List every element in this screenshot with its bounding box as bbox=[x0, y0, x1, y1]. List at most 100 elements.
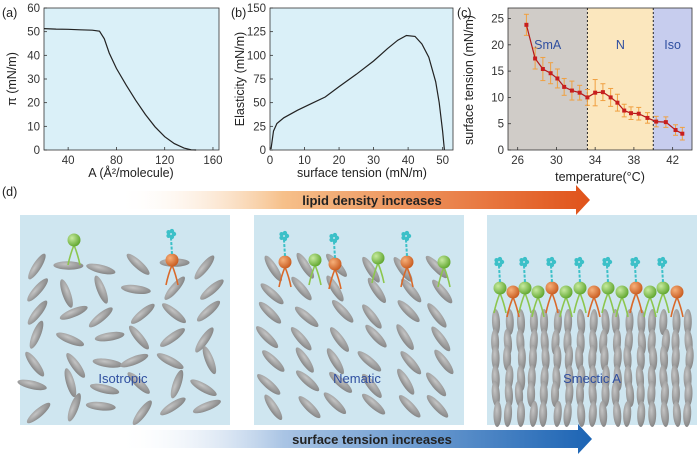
lipid-head bbox=[545, 281, 559, 295]
mesogen-ellipse bbox=[357, 351, 382, 372]
peg-chain bbox=[333, 241, 336, 259]
y-tick-label: 75 bbox=[253, 74, 266, 86]
lipid-tail bbox=[314, 264, 322, 286]
x-tick-label: 30 bbox=[367, 155, 380, 167]
mesogen-ellipse bbox=[431, 326, 451, 352]
peg-chain bbox=[170, 237, 173, 255]
cyan-group bbox=[169, 228, 175, 234]
x-tick-label: 38 bbox=[627, 155, 640, 167]
lipid-tail bbox=[67, 244, 75, 266]
lipid-tail bbox=[551, 292, 559, 314]
lipid-head bbox=[587, 285, 601, 299]
data-point bbox=[555, 76, 560, 81]
lipid-tail bbox=[493, 292, 501, 314]
mesogen-ellipse bbox=[553, 345, 562, 371]
cyan-group bbox=[282, 230, 288, 236]
cyan-group bbox=[660, 262, 666, 268]
cyan-group bbox=[602, 261, 607, 266]
data-point bbox=[540, 67, 545, 72]
lipid-tail bbox=[165, 264, 173, 286]
cyan-group bbox=[522, 262, 528, 268]
lipid-green bbox=[493, 256, 507, 314]
mesogen-ellipse bbox=[493, 401, 502, 427]
mesogen-ellipse bbox=[194, 255, 215, 280]
lipid-head bbox=[67, 233, 81, 247]
lipid-head bbox=[371, 251, 385, 265]
data-point bbox=[600, 90, 605, 95]
lipid-tail bbox=[670, 296, 678, 318]
mesogen-ellipse bbox=[27, 300, 48, 325]
mesogen-ellipse bbox=[190, 379, 217, 396]
mesogen-ellipse bbox=[53, 261, 84, 270]
y-tick-label: 100 bbox=[247, 50, 266, 62]
mesogen-ellipse bbox=[599, 401, 608, 427]
y-tick-label: 150 bbox=[247, 3, 266, 15]
mesogen-ellipse bbox=[648, 401, 657, 427]
lipid-tail bbox=[573, 292, 581, 314]
mesogen-ellipse bbox=[397, 368, 415, 395]
data-point bbox=[593, 90, 598, 95]
data-point bbox=[533, 56, 538, 61]
lipid-head bbox=[278, 255, 292, 269]
smectic-label: Smectic A bbox=[563, 371, 621, 386]
mesogen-ellipse bbox=[491, 381, 500, 407]
mesogen-ellipse bbox=[94, 275, 108, 304]
panel-c-x-ticks: 0 5 10 15 20 25 bbox=[491, 14, 511, 157]
mesogen-ellipse bbox=[362, 256, 380, 283]
lipid-head bbox=[559, 285, 573, 299]
cyan-group bbox=[546, 261, 551, 266]
lipid-tail bbox=[371, 262, 379, 284]
x-tick-label: 40 bbox=[62, 155, 75, 167]
mesogen-ellipse bbox=[432, 279, 453, 304]
lipid-tail bbox=[559, 296, 567, 318]
panel-a: (a) 40 80 120 160 0 10 20 30 40 50 60 A (Å²/molec… bbox=[2, 3, 223, 180]
mesogen-ellipse bbox=[130, 303, 155, 324]
nematic-mesogens bbox=[256, 252, 454, 421]
lipid-density-arrow-label: lipid density increases bbox=[302, 193, 441, 208]
mesogen-ellipse bbox=[160, 397, 186, 416]
mesogen-ellipse bbox=[625, 381, 635, 407]
panel-b-y-ticks: 0 10 20 30 40 50 bbox=[267, 147, 449, 167]
phase-label-sma: SmA bbox=[534, 38, 562, 52]
lipid-head bbox=[493, 281, 507, 295]
cyan-group bbox=[605, 262, 611, 268]
mesogen-ellipse bbox=[647, 381, 656, 407]
peg-chain bbox=[550, 265, 553, 283]
cyan-group bbox=[574, 258, 579, 263]
mesogen-ellipse bbox=[88, 307, 113, 328]
lipid-green bbox=[615, 285, 629, 318]
cyan-group bbox=[574, 261, 579, 266]
lipid-green bbox=[656, 256, 670, 314]
mesogen-ellipse bbox=[600, 345, 609, 371]
lipid-head bbox=[165, 253, 179, 267]
mesogen-ellipse bbox=[671, 381, 680, 407]
lipid-green bbox=[531, 285, 545, 318]
lipid-orange bbox=[587, 285, 601, 318]
lipid-tail bbox=[649, 296, 657, 318]
mesogen-ellipse bbox=[527, 381, 536, 407]
data-point bbox=[622, 108, 627, 113]
lipid-head bbox=[400, 255, 414, 269]
peg-chain bbox=[578, 265, 581, 283]
cyan-group bbox=[279, 235, 284, 240]
mesogen-ellipse bbox=[262, 350, 285, 372]
data-point bbox=[524, 22, 529, 27]
lipid-tail bbox=[278, 266, 286, 288]
mesogen-ellipse bbox=[120, 353, 149, 368]
mesogen-ellipse bbox=[528, 345, 537, 371]
y-tick-label: 25 bbox=[253, 121, 266, 133]
y-tick-label: 125 bbox=[247, 27, 266, 39]
lipid-orange bbox=[278, 230, 292, 288]
lipid-head bbox=[506, 285, 520, 299]
cyan-group bbox=[577, 256, 583, 262]
mesogen-ellipse bbox=[491, 345, 500, 371]
mesogen-ellipse bbox=[636, 345, 645, 371]
mesogen-ellipse bbox=[672, 401, 682, 427]
mesogen-ellipse bbox=[294, 306, 319, 327]
mesogen-ellipse bbox=[256, 326, 279, 349]
cyan-group bbox=[657, 258, 662, 263]
mesogen-ellipse bbox=[94, 331, 125, 342]
lipid-tail bbox=[73, 244, 81, 266]
mesogen-ellipse bbox=[504, 381, 513, 407]
lipid-density-arrow bbox=[118, 185, 590, 215]
